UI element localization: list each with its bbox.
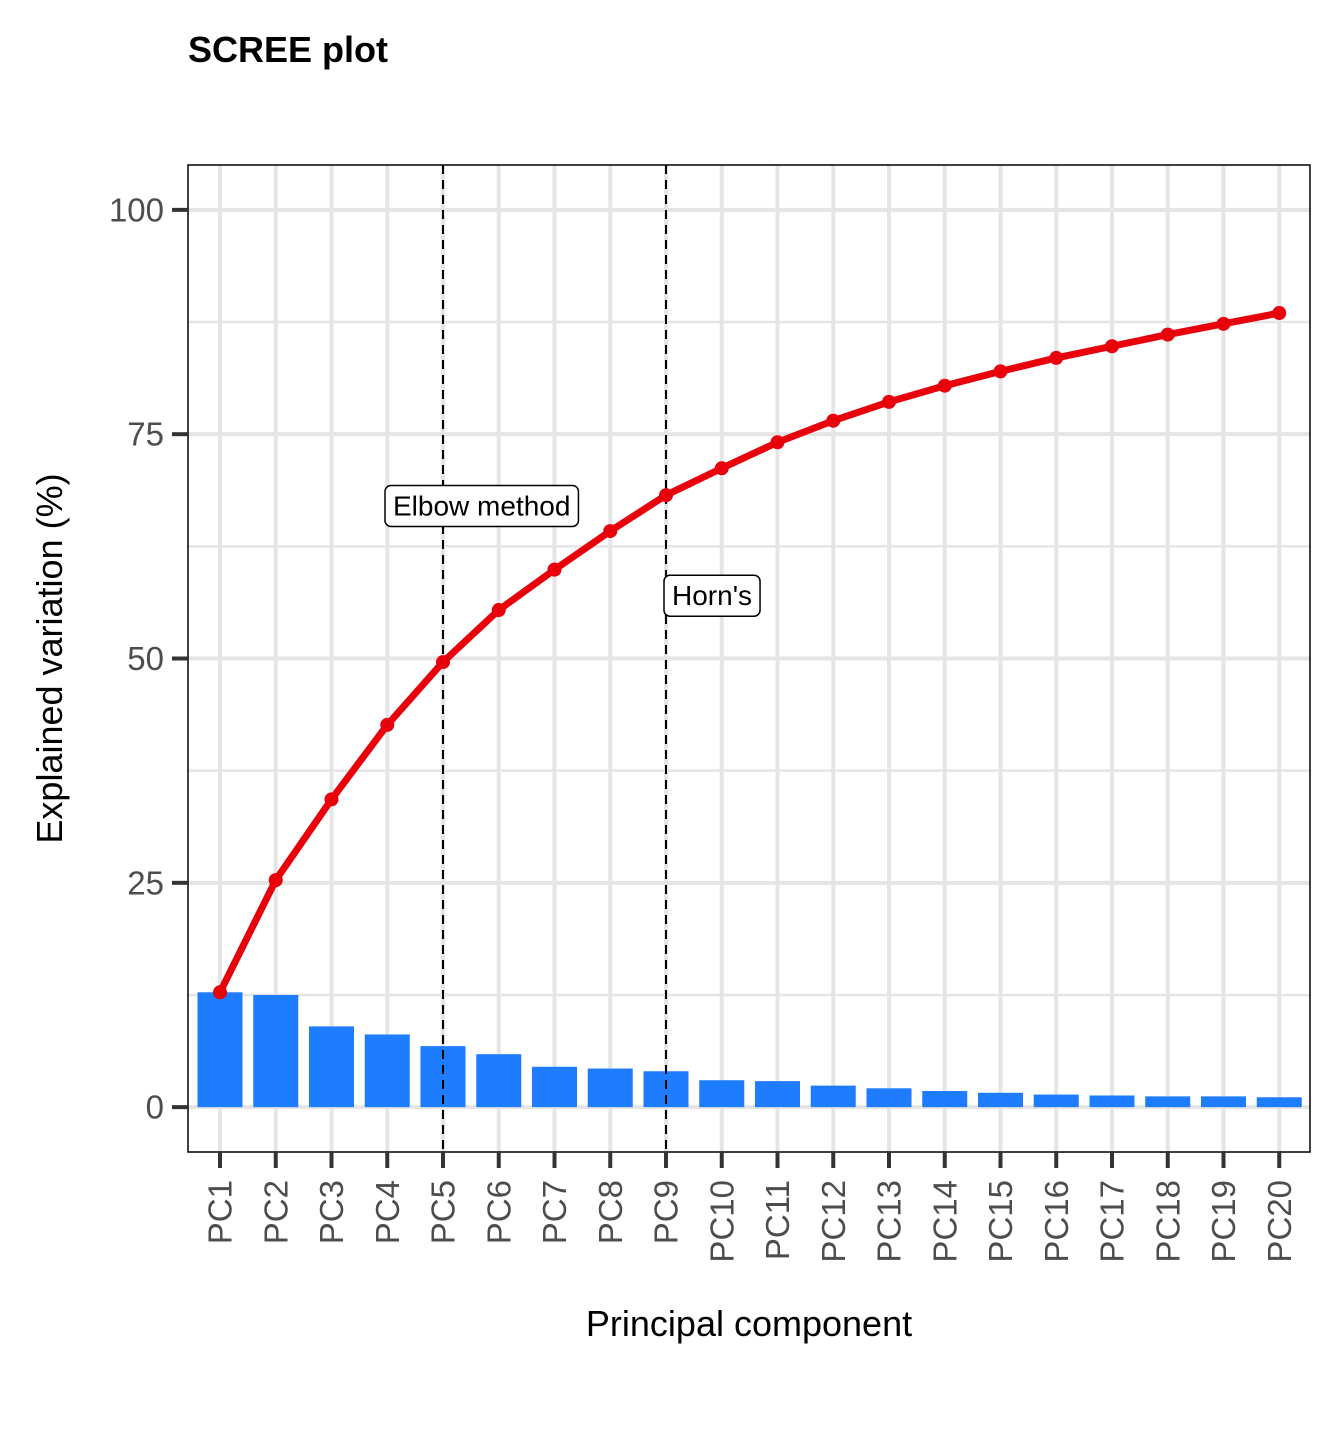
cumulative-point-pc12 [826, 413, 841, 428]
cumulative-point-pc15 [993, 364, 1008, 379]
bar-pc19 [1201, 1096, 1246, 1108]
y-tick-label: 50 [127, 640, 164, 677]
x-tick-label-pc3: PC3 [313, 1180, 350, 1244]
bar-pc4 [364, 1034, 410, 1108]
cumulative-line [216, 309, 1283, 996]
bar-pc13 [866, 1088, 912, 1108]
x-tick-label-pc16: PC16 [1038, 1180, 1075, 1263]
x-tick-label-pc9: PC9 [648, 1180, 685, 1244]
bar-pc17 [1089, 1095, 1135, 1108]
annotation-1: Elbow method [384, 484, 580, 528]
cumulative-point-pc5 [436, 655, 450, 670]
x-tick-label-pc13: PC13 [871, 1180, 908, 1263]
bar-pc10 [699, 1080, 745, 1108]
cumulative-point-pc13 [882, 394, 896, 409]
x-tick-label-pc14: PC14 [926, 1180, 963, 1263]
x-axis-title: Principal component [586, 1303, 912, 1344]
cumulative-point-pc8 [603, 524, 618, 539]
cumulative-point-pc4 [380, 717, 395, 732]
cumulative-point-pc9 [659, 488, 673, 503]
cumulative-point-pc3 [324, 792, 339, 807]
x-tick-label-pc1: PC1 [202, 1180, 239, 1244]
cumulative-point-pc10 [714, 461, 729, 476]
x-tick-label-pc15: PC15 [982, 1180, 1019, 1263]
cumulative-point-pc16 [1049, 350, 1064, 365]
cumulative-line-layer [213, 306, 1287, 1000]
x-tick-label-pc17: PC17 [1094, 1180, 1131, 1263]
x-tick-label-pc7: PC7 [536, 1180, 573, 1244]
bar-pc1 [197, 992, 243, 1108]
bar-pc11 [755, 1081, 800, 1108]
x-tick-label-pc10: PC10 [703, 1180, 740, 1263]
cumulative-point-pc2 [268, 873, 283, 888]
bar-pc16 [1033, 1094, 1079, 1108]
y-tick-label: 100 [109, 191, 164, 228]
x-tick-label-pc4: PC4 [369, 1180, 406, 1244]
bar-pc8 [587, 1068, 633, 1108]
cumulative-point-pc7 [547, 562, 562, 577]
x-tick-label-pc8: PC8 [592, 1180, 629, 1244]
cumulative-point-pc1 [213, 985, 227, 1000]
annotation-layer: Elbow method Horn's [384, 484, 761, 617]
cumulative-point-pc20 [1272, 306, 1287, 321]
bar-pc20 [1256, 1097, 1302, 1108]
x-tick-label-pc11: PC11 [759, 1180, 796, 1260]
x-tick-label-pc2: PC2 [257, 1180, 294, 1244]
cumulative-point-pc19 [1216, 316, 1231, 331]
bars-layer [197, 992, 1302, 1108]
cumulative-point-pc14 [937, 378, 952, 393]
x-tick-label-pc5: PC5 [425, 1180, 462, 1244]
cumulative-point-pc11 [770, 435, 785, 450]
annotation-label: Horn's [672, 580, 752, 611]
x-tick-label-pc19: PC19 [1205, 1180, 1242, 1263]
bar-pc2 [253, 994, 299, 1108]
bar-pc15 [978, 1092, 1023, 1108]
bar-pc3 [309, 1026, 354, 1108]
chart-title: SCREE plot [188, 29, 388, 70]
x-tick-label-pc18: PC18 [1149, 1180, 1186, 1263]
grid-layer [188, 165, 1310, 1152]
bar-pc7 [532, 1066, 577, 1108]
bar-pc14 [922, 1090, 968, 1108]
annotation-label: Elbow method [393, 490, 570, 521]
x-tick-label-pc6: PC6 [480, 1180, 517, 1244]
x-tick-label-pc12: PC12 [815, 1180, 852, 1263]
cumulative-point-pc6 [491, 603, 506, 618]
bar-pc6 [476, 1054, 522, 1108]
x-tick-label-pc20: PC20 [1261, 1180, 1298, 1263]
bar-pc18 [1145, 1096, 1191, 1108]
annotation-box [663, 574, 761, 617]
axis-layer: 0 25 50 75 100 PC1 PC2 PC3 PC4 PC5 PC6 PC7 PC8 PC9 PC1… [109, 191, 1298, 1262]
annotation-2: Horn's [663, 574, 761, 617]
annotation-box [384, 484, 580, 528]
cumulative-point-pc18 [1160, 327, 1175, 342]
y-tick-label: 0 [146, 1089, 164, 1126]
y-tick-label: 25 [127, 864, 164, 901]
y-axis-title: Explained variation (%) [29, 473, 70, 843]
y-tick-label: 75 [127, 416, 164, 453]
bar-pc12 [810, 1085, 856, 1108]
cumulative-point-pc17 [1105, 339, 1119, 354]
